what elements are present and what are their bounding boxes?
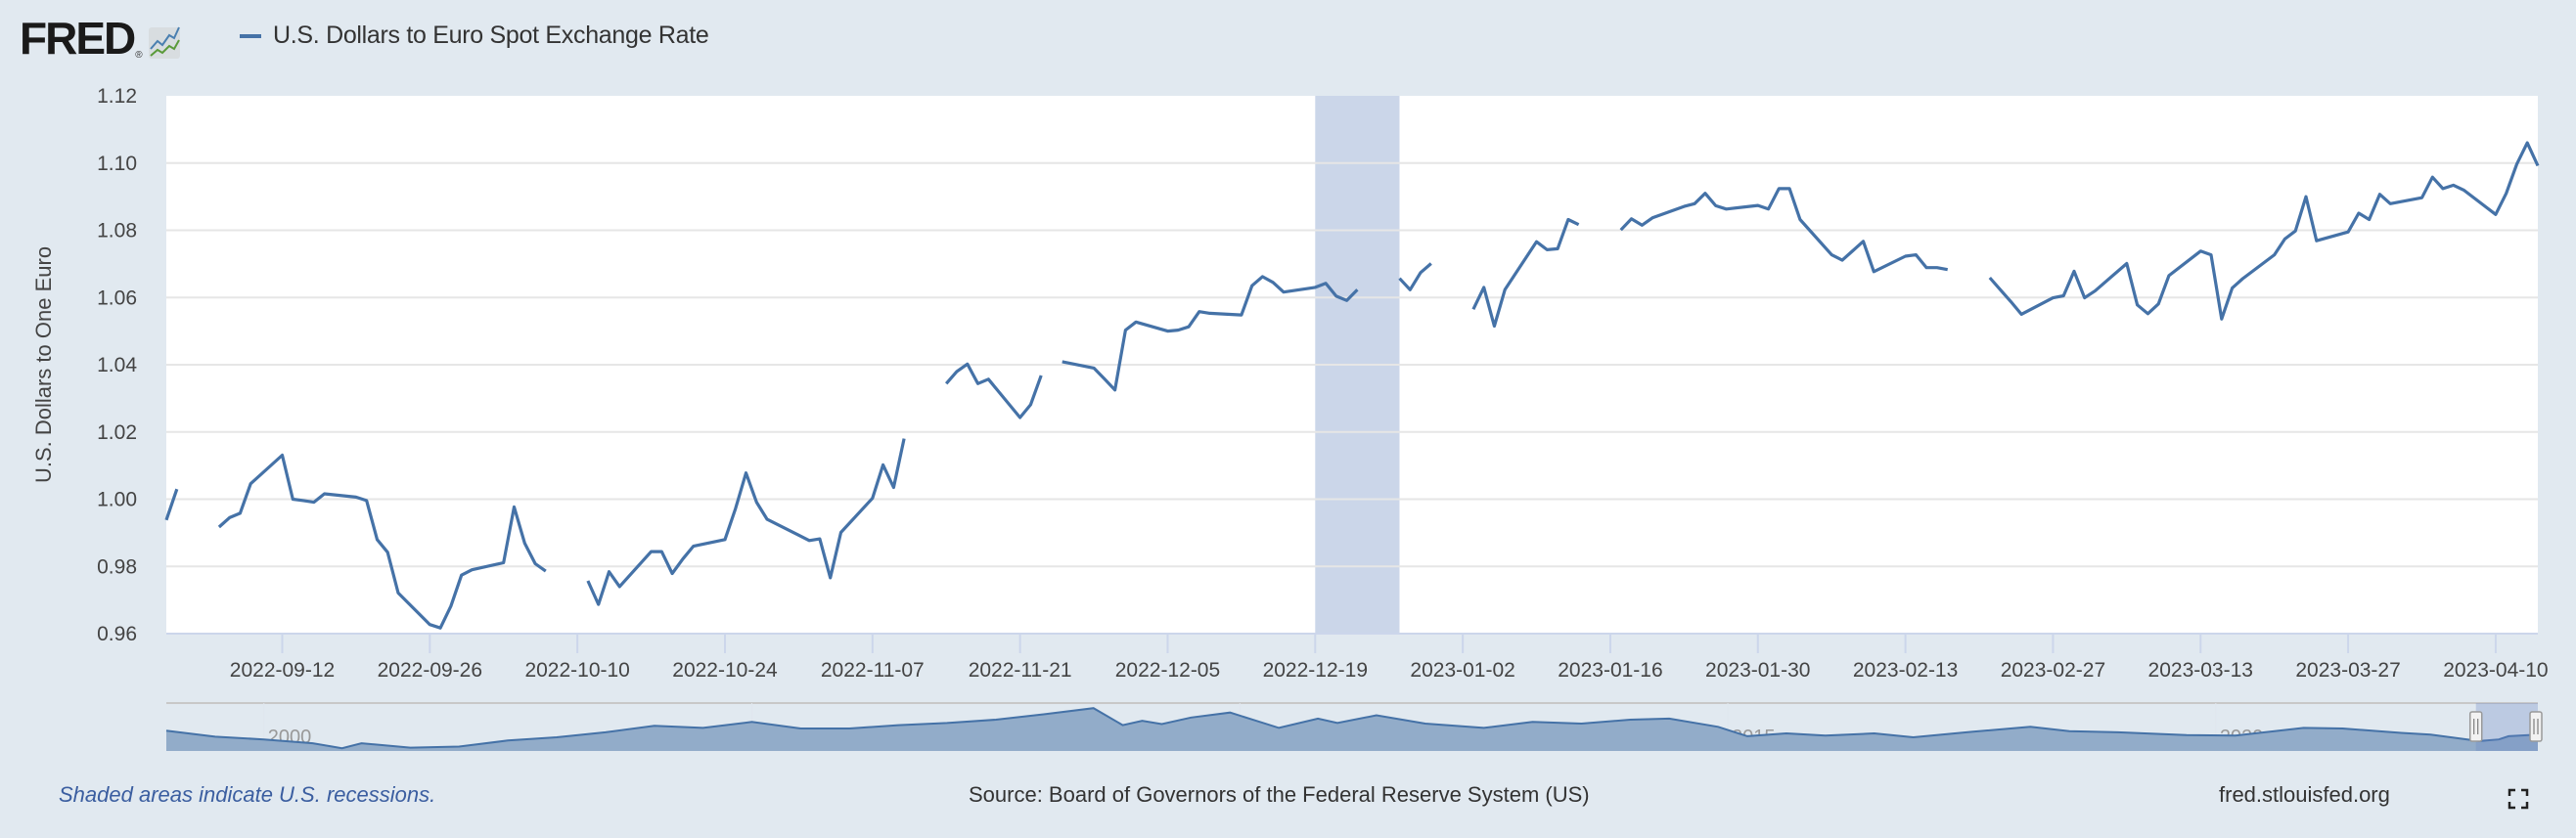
navigator-handle-grip [2468,711,2483,742]
series-line [164,141,2540,630]
graph-logo-icon [148,26,180,59]
navigator-area [166,708,2538,751]
fred-logo[interactable]: FRED ® [20,12,181,61]
legend-series-title[interactable]: U.S. Dollars to Euro Spot Exchange Rate [273,22,709,49]
x-tick-label: 2023-03-13 [2148,659,2253,682]
series-line-segment [586,438,906,606]
series-line-segment [944,362,1043,419]
legend-line-swatch [240,33,261,38]
y-axis-title: U.S. Dollars to One Euro [31,246,56,483]
series-line-segment [1062,275,1359,392]
navigator[interactable]: 20002005201020152020 [165,702,2543,751]
x-tick-label: 2023-02-27 [2001,659,2105,682]
navigator-selected-range[interactable] [2475,703,2538,751]
gridlines [166,161,2538,568]
navigator-handle-left[interactable] [2468,711,2483,742]
series-line-segment [1471,217,1580,329]
navigator-handle-grip [2529,711,2543,742]
x-tick-label: 2022-09-12 [230,659,335,682]
fred-site-link[interactable]: fred.stlouisfed.org [2219,782,2390,807]
series-line-segment [1619,187,1948,274]
x-tick-label: 2022-11-21 [969,659,1072,682]
registered-mark: ® [135,50,143,61]
x-tick-label: 2023-02-13 [1853,659,1958,682]
x-tick-label: 2023-04-10 [2443,659,2548,682]
x-tick-label: 2022-09-26 [378,659,482,682]
y-axis-ticks: 0.96 0.98 1.00 1.02 1.04 1.06 1.08 1.10 1.12 [97,85,137,645]
series-line-segment [1988,141,2540,321]
x-tick-label: 2022-10-10 [524,659,629,682]
y-tick-label: 0.96 [97,623,137,645]
y-tick-label: 0.98 [97,555,137,578]
source-text: Source: Board of Governors of the Federa… [969,782,1590,807]
fred-logo-text: FRED [20,13,136,64]
series-line-segment [217,453,547,630]
navigator-line [165,707,2539,750]
x-tick-label: 2023-01-30 [1705,659,1810,682]
x-tick-label: 2023-01-02 [1410,659,1514,682]
y-tick-label: 1.04 [97,354,137,376]
y-tick-label: 1.12 [97,85,137,108]
series-line-segment [1398,262,1432,291]
y-tick-label: 1.02 [97,421,137,444]
chart-legend: U.S. Dollars to Euro Spot Exchange Rate [240,22,709,50]
y-tick-label: 1.08 [97,220,137,243]
x-tick-label: 2022-11-07 [821,659,925,682]
navigator-handle-right[interactable] [2529,711,2543,742]
y-tick-label: 1.00 [97,489,137,511]
recession-note: Shaded areas indicate U.S. recessions. [59,782,436,807]
x-tick-label: 2022-12-05 [1115,659,1220,682]
y-tick-label: 1.06 [97,287,137,309]
x-tick-label: 2023-03-27 [2295,659,2400,682]
x-tick-label: 2023-01-16 [1558,659,1662,682]
x-tick-label: 2022-12-19 [1263,659,1368,682]
chart: 0.96 0.98 1.00 1.02 1.04 1.06 1.08 1.10 1.12 U.S… [31,85,2549,751]
x-tick-label: 2022-10-24 [672,659,778,682]
x-axis-ticks: 2022-09-12 2022-09-26 2022-10-10 2022-10-24… [230,634,2549,682]
fullscreen-icon[interactable] [2508,788,2529,810]
series-line-segment [164,488,179,521]
y-tick-label: 1.10 [97,153,137,175]
